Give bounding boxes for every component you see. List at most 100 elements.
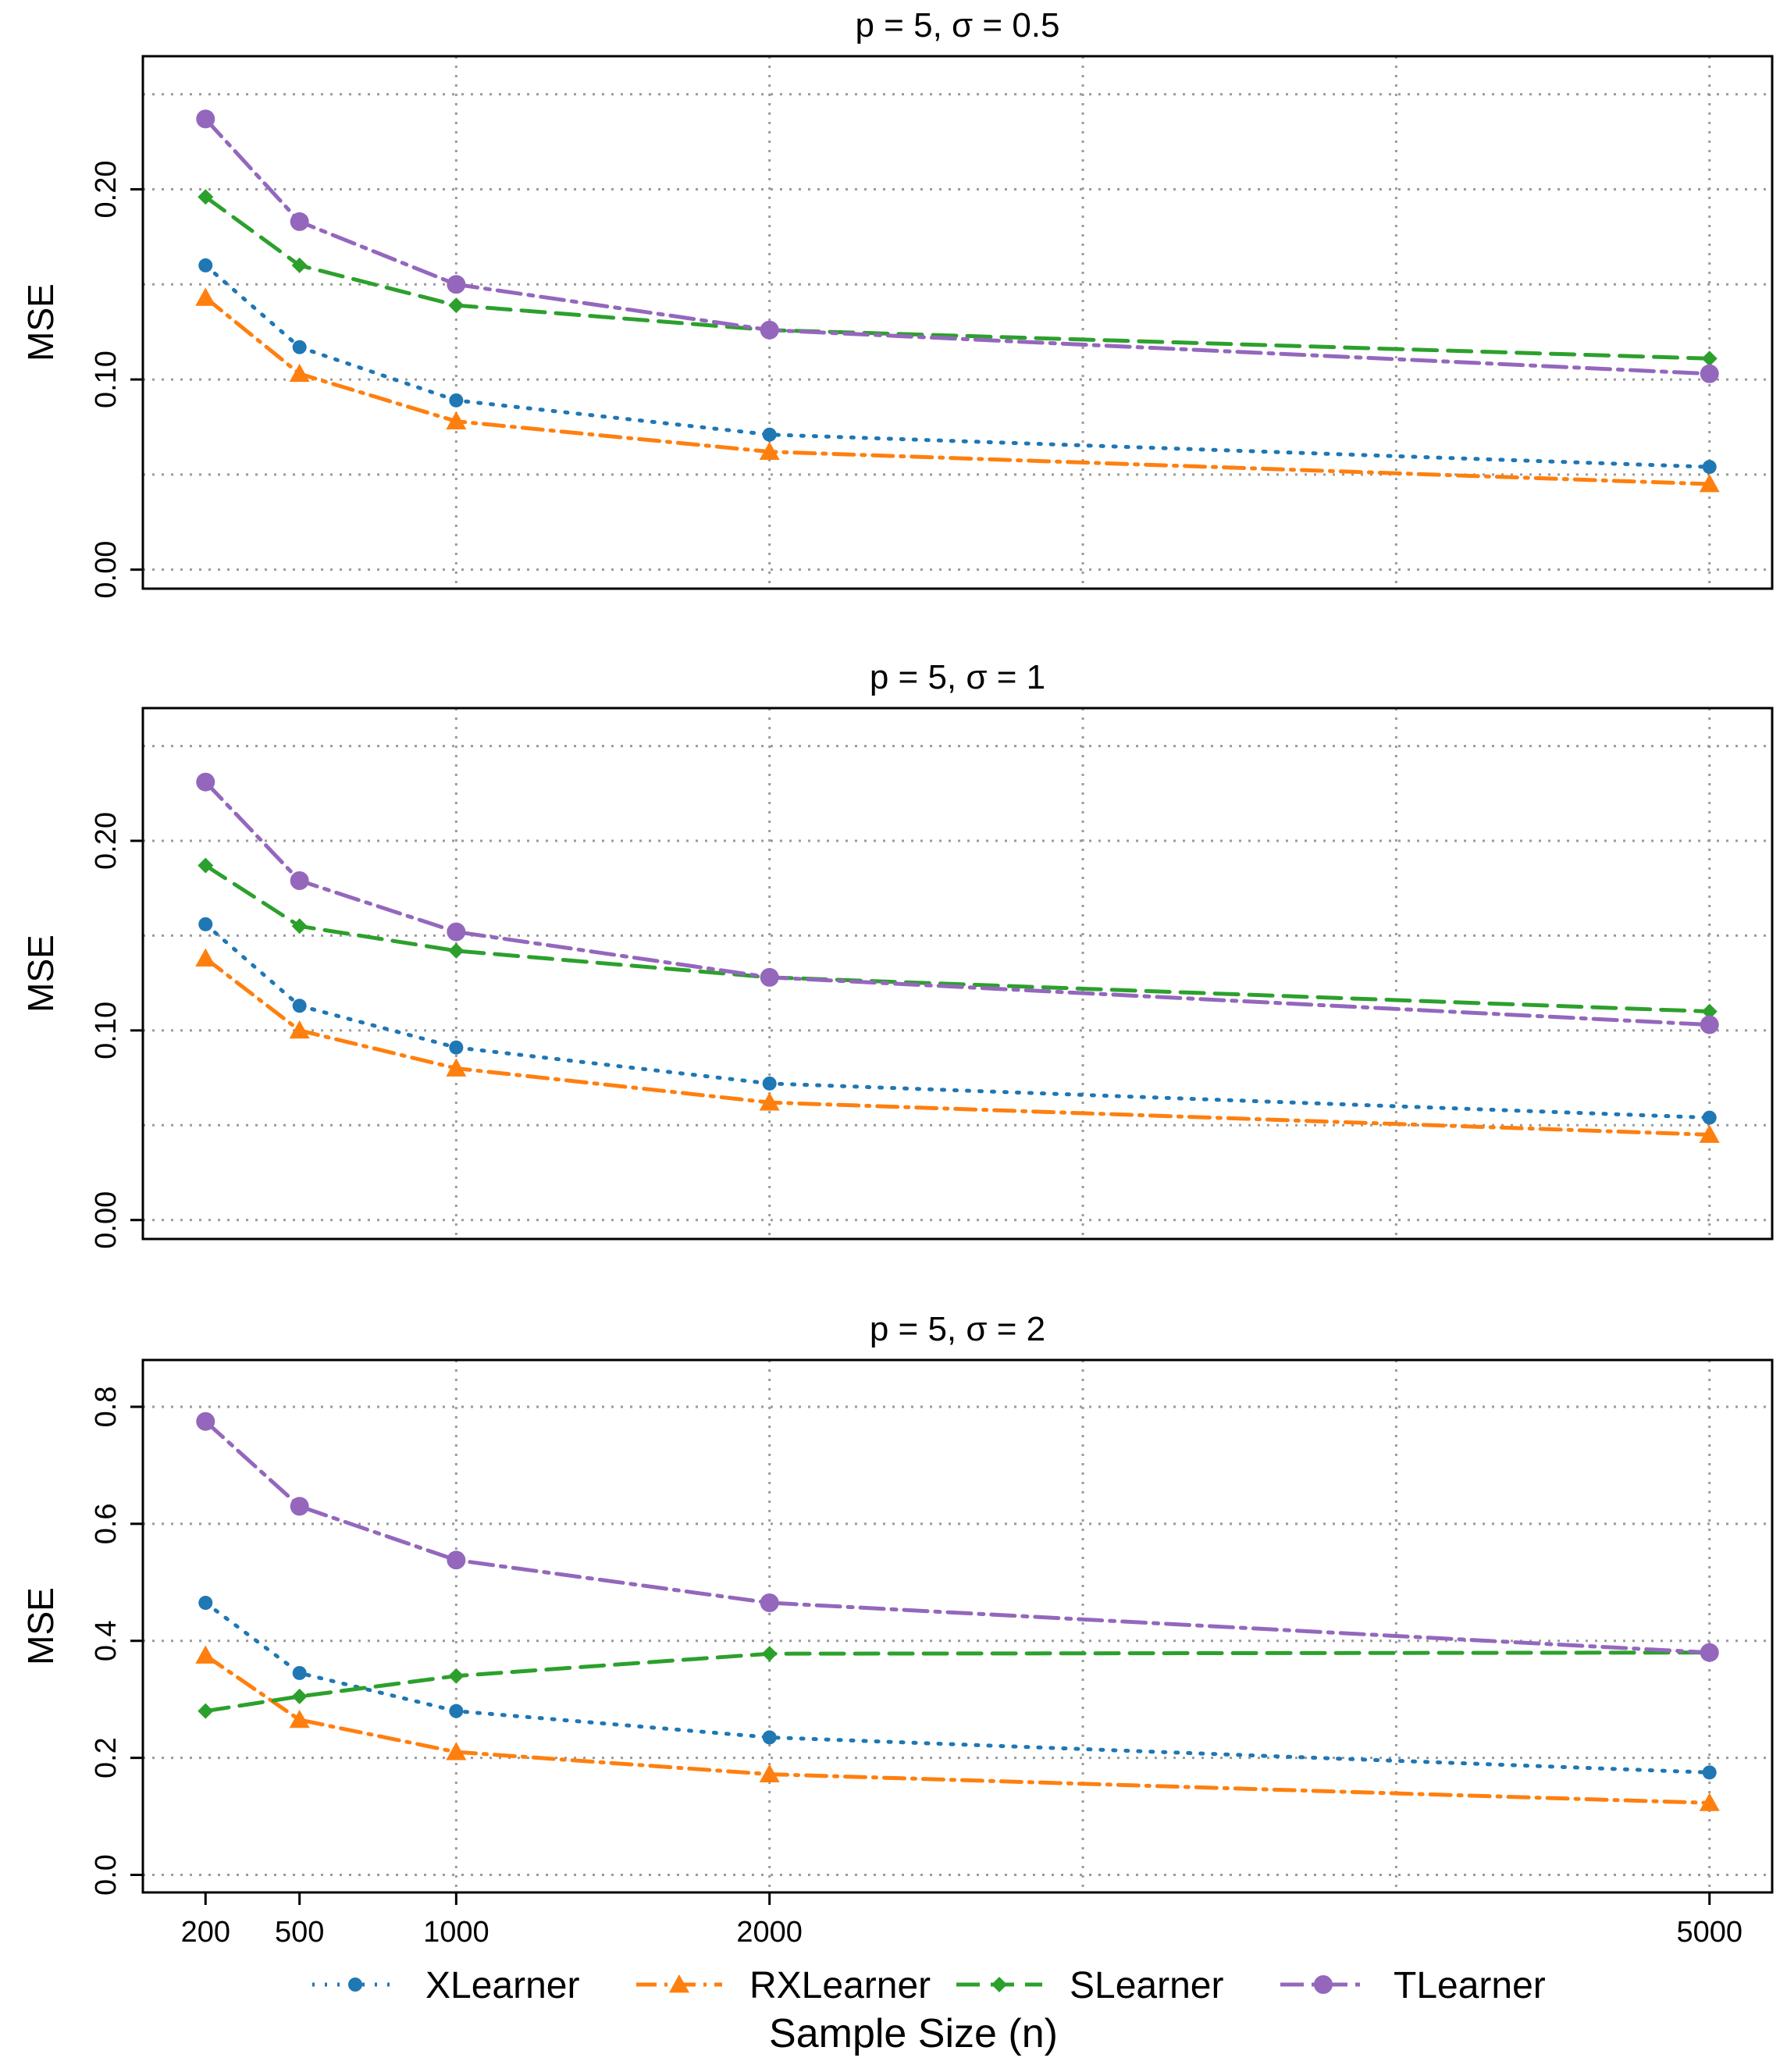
series-xlearner (198, 1596, 1717, 1780)
series-xlearner (198, 258, 1717, 475)
series-line (203, 263, 1712, 469)
data-point (198, 917, 213, 931)
series-xlearner (198, 917, 1717, 1125)
data-point (1699, 1793, 1720, 1811)
legend-item-xlearner: XLearner (312, 1965, 579, 2006)
panel-1: p = 5, σ = 0.5 0.00 0.10 0.20 MSE (20, 6, 1774, 599)
data-point (447, 1550, 466, 1570)
data-point (448, 297, 465, 314)
series-line (203, 194, 1712, 361)
data-point (289, 363, 310, 383)
x-tick-label: 5000 (1676, 1916, 1743, 1949)
data-point (1699, 1124, 1720, 1143)
data-point (1699, 474, 1720, 493)
plot-frame (141, 55, 1774, 590)
x-tick-label: 500 (275, 1916, 324, 1949)
data-point (292, 1665, 307, 1680)
legend: XLearner RXLearner SLearner TLearner (312, 1965, 1546, 2006)
plot-frame (141, 707, 1774, 1241)
data-point (761, 1646, 778, 1662)
data-point (446, 1742, 467, 1760)
data-point (290, 1497, 309, 1516)
legend-label: TLearner (1394, 1965, 1546, 2006)
data-point (449, 393, 464, 408)
data-point (760, 967, 779, 987)
x-axis: 200 500 1000 2000 5000 (181, 1891, 1743, 1949)
data-point (446, 1058, 467, 1077)
data-point (762, 427, 777, 442)
data-point (196, 109, 215, 129)
data-point (760, 1593, 779, 1613)
data-point (1700, 364, 1719, 383)
y-axis-title: MSE (20, 935, 61, 1013)
data-point (198, 1703, 214, 1719)
legend-item-slearner: SLearner (956, 1965, 1223, 2006)
data-point (196, 772, 215, 792)
data-point (1700, 1015, 1719, 1034)
panel-2: p = 5, σ = 1 0.00 0.10 0.20 MSE (20, 658, 1774, 1249)
x-tick-label: 1000 (423, 1916, 489, 1949)
legend-label: RXLearner (749, 1965, 931, 2006)
series-line (203, 1419, 1712, 1655)
data-point (1701, 1003, 1718, 1020)
series-tlearner (196, 772, 1719, 1034)
series-slearner (198, 1644, 1718, 1719)
data-point (1701, 351, 1718, 367)
y-tick-label: 0.00 (90, 1191, 123, 1249)
y-tick-label: 0.20 (90, 161, 123, 219)
y-axis-title: MSE (20, 1587, 61, 1665)
data-point (449, 1704, 464, 1718)
y-tick-label: 0.6 (90, 1503, 123, 1544)
panel-title: p = 5, σ = 0.5 (855, 6, 1059, 45)
data-point (449, 1040, 464, 1055)
panel-title: p = 5, σ = 1 (870, 658, 1045, 696)
grid (141, 1360, 1772, 1892)
data-point (291, 1688, 308, 1704)
data-point (1700, 1643, 1719, 1662)
data-point (195, 287, 216, 306)
y-axis-title: MSE (20, 283, 61, 361)
legend-marker (348, 1978, 362, 1992)
data-point (762, 1076, 777, 1091)
y-axis: 0.00 0.10 0.20 (90, 812, 143, 1249)
data-point (289, 1709, 310, 1728)
data-point (195, 1645, 216, 1664)
data-point (291, 918, 308, 935)
data-point (1702, 1765, 1717, 1780)
data-point (759, 1764, 780, 1783)
y-axis: 0.0 0.2 0.4 0.6 0.8 (90, 1387, 143, 1896)
series-tlearner (196, 109, 1719, 383)
series-line (203, 1650, 1712, 1714)
series-rxlearner (195, 948, 1720, 1143)
data-point (291, 257, 308, 273)
y-tick-label: 0.00 (90, 541, 123, 599)
grid (141, 708, 1772, 1239)
data-point (759, 441, 780, 461)
data-point (448, 1668, 465, 1684)
data-point (290, 212, 309, 231)
legend-item-rxlearner: RXLearner (636, 1965, 931, 2006)
data-point (290, 871, 309, 890)
series-slearner (198, 189, 1718, 367)
x-tick-label: 200 (181, 1916, 230, 1949)
x-axis-title: Sample Size (n) (769, 2011, 1058, 2056)
y-tick-label: 0.2 (90, 1737, 123, 1778)
plot-frame (141, 1358, 1774, 1894)
data-point (198, 258, 213, 272)
series-line (203, 922, 1712, 1120)
y-tick-label: 0.10 (90, 351, 123, 408)
data-point (762, 1730, 777, 1745)
legend-marker (1314, 1975, 1333, 1994)
y-tick-label: 0.8 (90, 1387, 123, 1428)
x-tick-label: 2000 (736, 1916, 803, 1949)
data-point (198, 189, 214, 205)
series-rxlearner (195, 1645, 1720, 1811)
data-point (196, 1412, 215, 1431)
data-point (448, 942, 465, 959)
legend-item-tlearner: TLearner (1280, 1965, 1546, 2006)
y-tick-label: 0.4 (90, 1620, 123, 1661)
data-point (292, 999, 307, 1013)
data-point (289, 1020, 310, 1039)
data-point (446, 411, 467, 430)
panel-title: p = 5, σ = 2 (870, 1310, 1045, 1348)
